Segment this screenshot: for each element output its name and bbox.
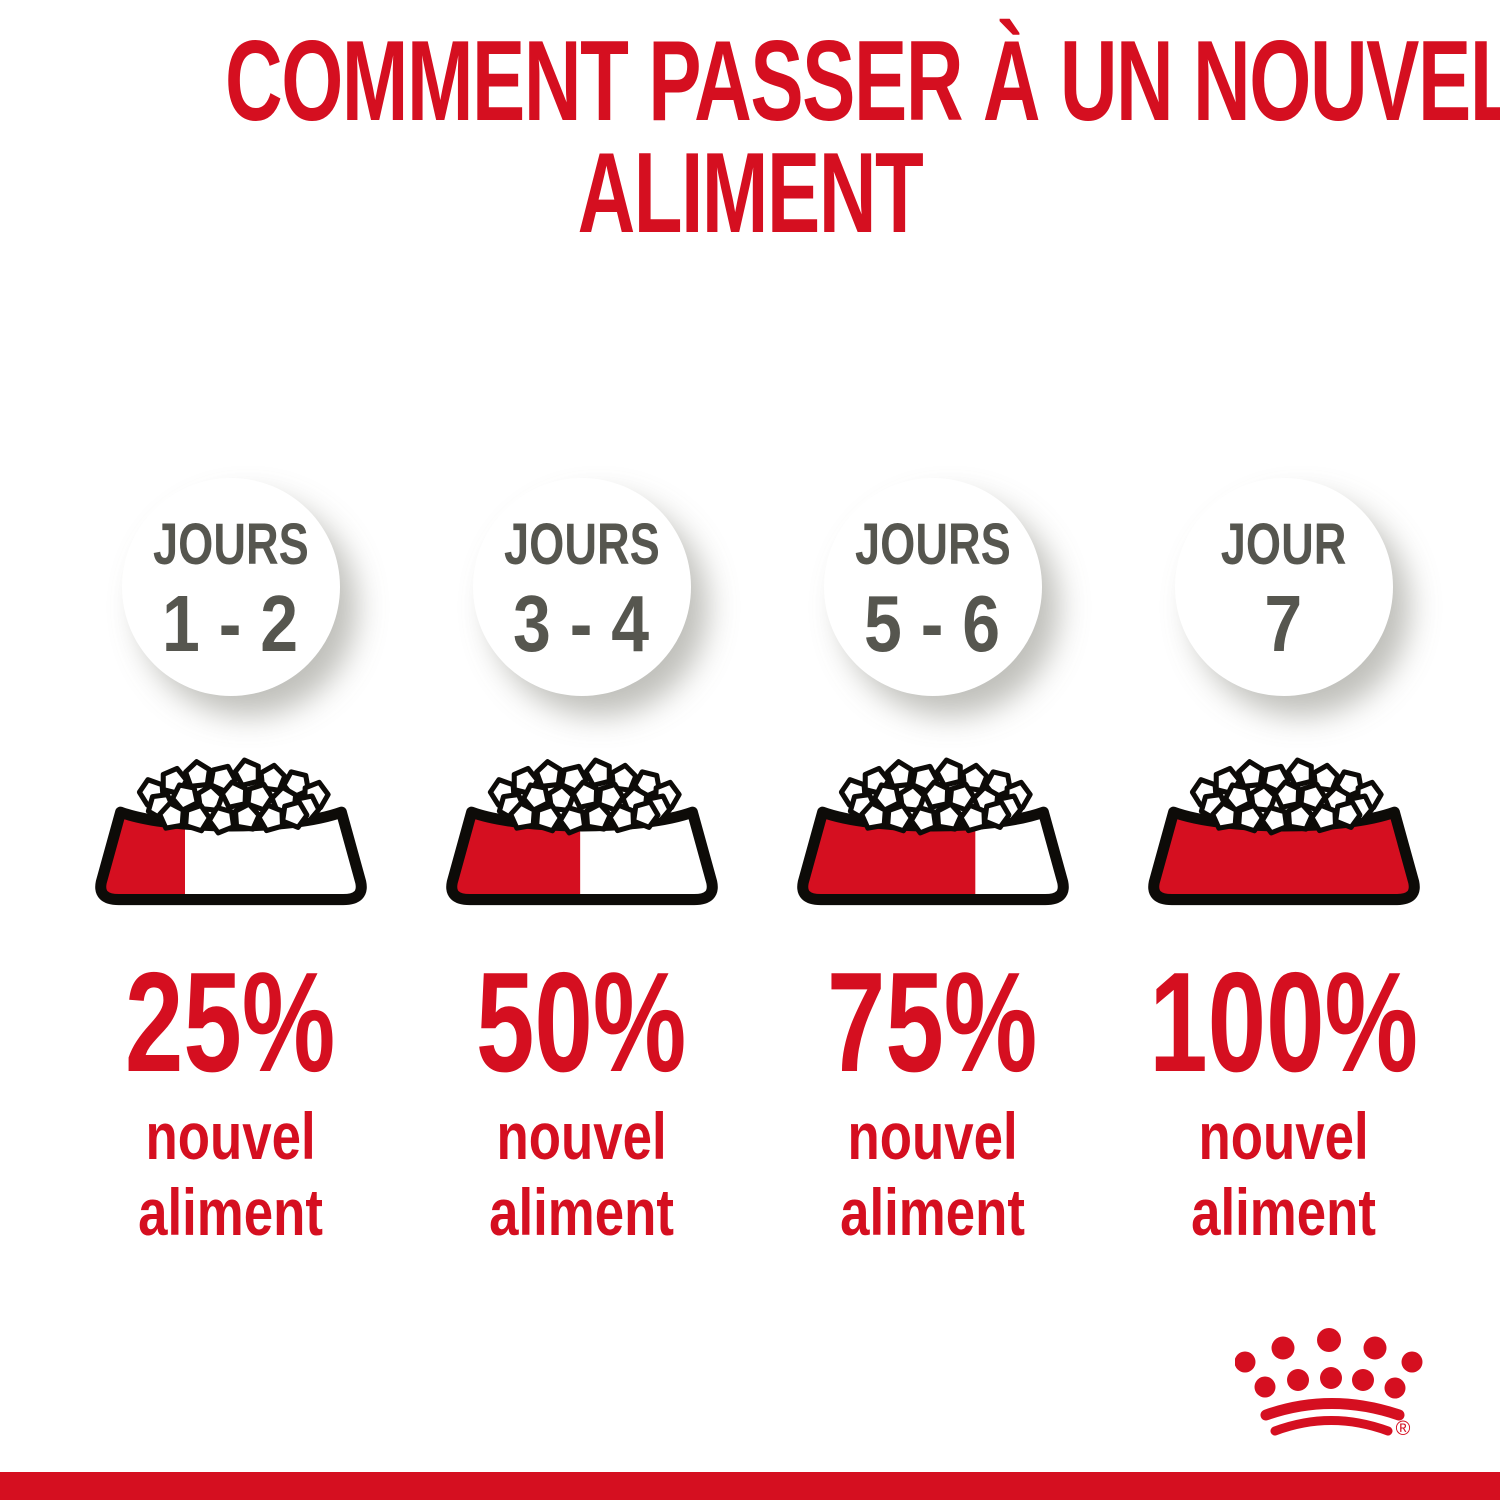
column-days-3-4: JOURS 3 - 4 bbox=[406, 478, 757, 696]
day-label: JOURS bbox=[152, 512, 309, 577]
caption-line: aliment bbox=[840, 1175, 1025, 1249]
bowls-row bbox=[55, 753, 1459, 910]
day-label: JOURS bbox=[503, 512, 660, 577]
bowl-cell bbox=[55, 753, 406, 910]
caption-line: aliment bbox=[138, 1175, 323, 1249]
column-days-5-6: JOURS 5 - 6 bbox=[757, 478, 1108, 696]
percent-value: 75% bbox=[827, 943, 1038, 1102]
bowl-cell bbox=[406, 753, 757, 910]
day-range: 3 - 4 bbox=[513, 579, 650, 668]
day-label: JOURS bbox=[854, 512, 1011, 577]
day-range: 5 - 6 bbox=[864, 579, 1001, 668]
page-title: COMMENT PASSER À UN NOUVEL ALIMENT bbox=[0, 18, 1500, 257]
percent-value: 100% bbox=[1149, 943, 1418, 1102]
column-day-7: JOUR 7 bbox=[1108, 478, 1459, 696]
caption-line: nouvel bbox=[847, 1099, 1018, 1173]
food-bowl-icon-100 bbox=[1146, 753, 1422, 910]
day-range: 7 bbox=[1264, 579, 1303, 668]
percent-value: 25% bbox=[125, 943, 336, 1102]
bowl-cell bbox=[1108, 753, 1459, 910]
bottom-red-bar bbox=[0, 1472, 1500, 1500]
caption: nouvel aliment bbox=[115, 1098, 346, 1250]
crown-dots bbox=[1235, 1328, 1423, 1399]
food-bowl-icon-75 bbox=[795, 753, 1071, 910]
day-circles-row: JOURS 1 - 2 JOURS 3 - 4 JOURS 5 - 6 JOUR… bbox=[55, 478, 1459, 696]
kibble-pile-icon bbox=[1189, 757, 1383, 834]
kibble-pile-icon bbox=[487, 757, 681, 834]
day-circle-badge: JOURS 1 - 2 bbox=[121, 478, 340, 696]
caption-line: nouvel bbox=[1198, 1099, 1369, 1173]
registered-trademark-symbol: ® bbox=[1396, 1418, 1411, 1440]
kibble-pile-icon bbox=[136, 757, 330, 834]
caption: nouvel aliment bbox=[817, 1098, 1048, 1250]
title-line-1: COMMENT PASSER À UN NOUVEL bbox=[225, 18, 1500, 145]
bowl-cell bbox=[757, 753, 1108, 910]
day-circle-badge: JOURS 3 - 4 bbox=[472, 478, 691, 696]
crown-lower-arc bbox=[1270, 1416, 1393, 1436]
day-circle-badge: JOUR 7 bbox=[1174, 478, 1393, 696]
day-range: 1 - 2 bbox=[162, 579, 299, 668]
percent-value: 50% bbox=[476, 943, 687, 1102]
percent-row: 25% 50% 75% 100% bbox=[55, 952, 1459, 1094]
food-bowl-icon-50 bbox=[444, 753, 720, 910]
caption-line: aliment bbox=[489, 1175, 674, 1249]
caption: nouvel aliment bbox=[1168, 1098, 1399, 1250]
day-label: JOUR bbox=[1220, 512, 1347, 577]
food-bowl-icon-25 bbox=[93, 753, 369, 910]
crown-upper-arc bbox=[1260, 1398, 1405, 1421]
caption-row: nouvel aliment nouvel aliment nouvel ali… bbox=[55, 1098, 1459, 1250]
caption-line: aliment bbox=[1191, 1175, 1376, 1249]
caption-line: nouvel bbox=[145, 1099, 316, 1173]
column-days-1-2: JOURS 1 - 2 bbox=[55, 478, 406, 696]
caption-line: nouvel bbox=[496, 1099, 667, 1173]
title-line-2: ALIMENT bbox=[577, 130, 924, 257]
day-circle-badge: JOURS 5 - 6 bbox=[823, 478, 1042, 696]
caption: nouvel aliment bbox=[466, 1098, 697, 1250]
royal-canin-crown-logo: ® bbox=[1235, 1328, 1423, 1440]
kibble-pile-icon bbox=[838, 757, 1032, 834]
